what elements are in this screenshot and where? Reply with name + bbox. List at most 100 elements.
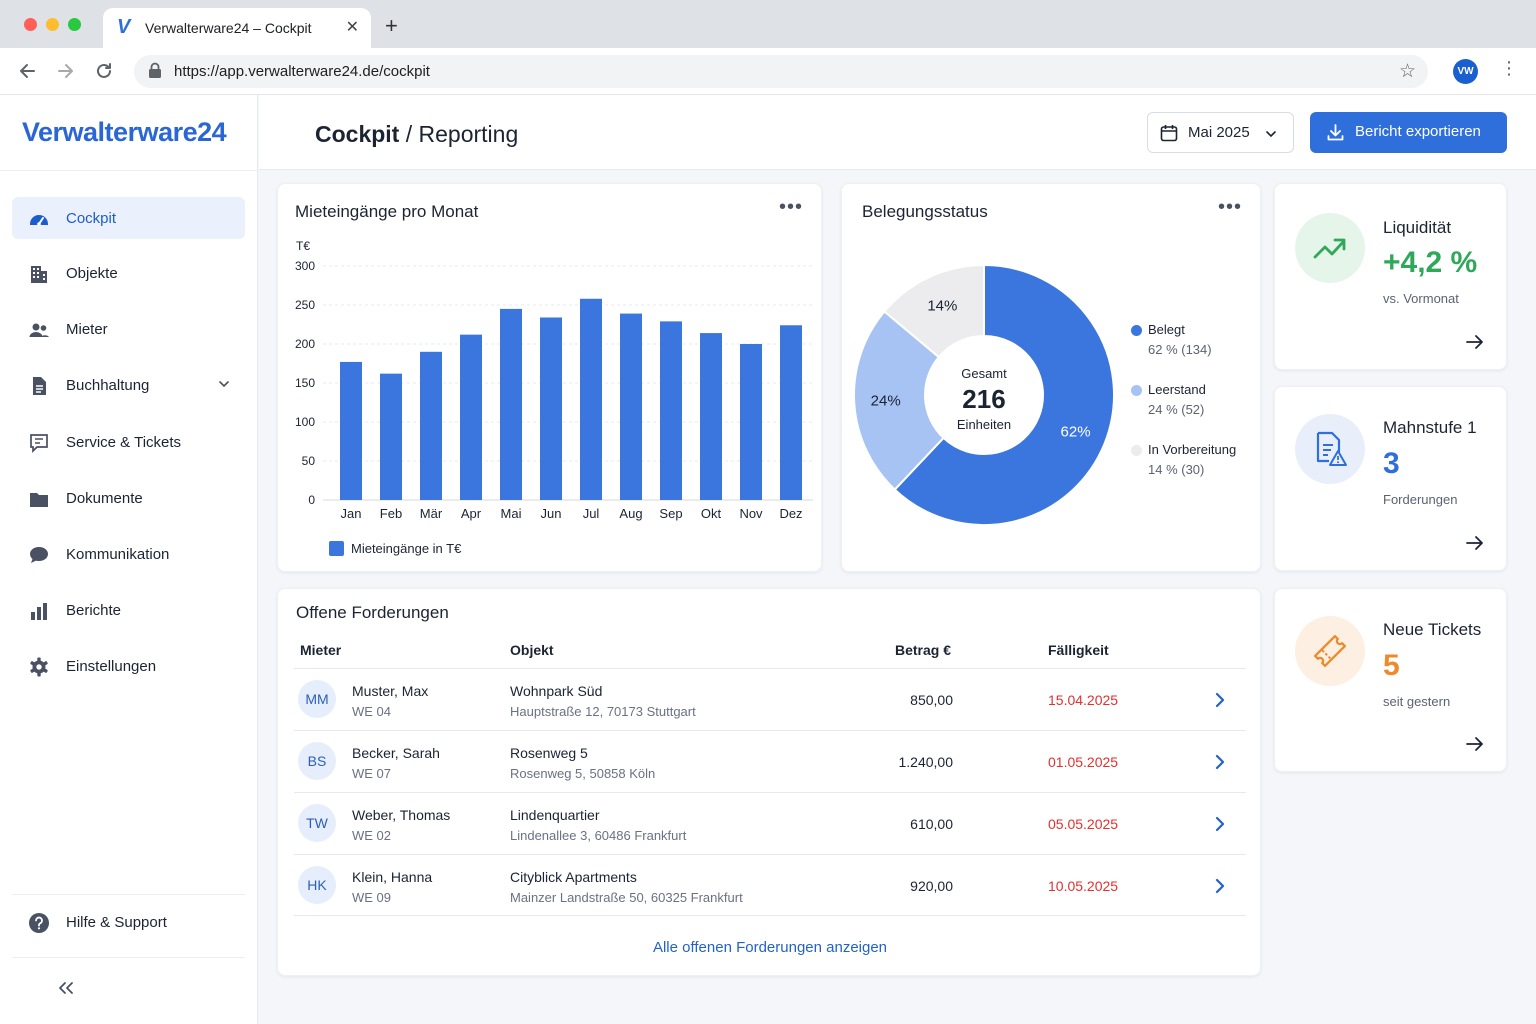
y-tick-label: 300 [295,259,315,273]
profile-avatar[interactable]: VW [1453,59,1478,84]
sidebar-item-berichte[interactable]: Berichte [12,589,245,631]
arrow-right-icon[interactable] [1464,733,1486,755]
arrow-right-icon[interactable] [1464,532,1486,554]
tenant-avatar: HK [298,866,336,904]
double-chevron-left-icon[interactable] [56,980,76,996]
bar-Jun[interactable] [540,317,562,500]
table-row[interactable]: BS Becker, Sarah WE 07 Rosenweg 5 Rosenw… [294,730,1246,792]
more-options-icon[interactable]: ••• [1217,196,1242,218]
bar-Aug[interactable] [620,313,642,500]
document-icon [33,377,46,395]
donut-slice-label: 14% [927,298,957,315]
bookmark-star-icon[interactable]: ☆ [1398,61,1416,82]
sidebar-item-hilfe-support[interactable]: Hilfe & Support [12,901,245,943]
y-tick-label: 250 [295,298,315,312]
column-header-amount[interactable]: Betrag € [894,642,951,658]
export-report-button[interactable]: Bericht exportieren [1310,112,1507,153]
tenant-name: Klein, Hanna [352,869,433,885]
donut-slice-in-vorbereitung[interactable] [883,263,985,359]
chevron-right-icon[interactable] [1212,752,1228,772]
sidebar-item-label: Berichte [66,602,122,619]
column-header-tenant[interactable]: Mieter [300,642,342,658]
window-maximize-button[interactable] [68,18,81,31]
url-field[interactable]: https://app.verwalterware24.de/cockpit ☆ [134,55,1428,88]
legend-swatch [329,541,344,556]
more-options-icon[interactable]: ••• [778,196,803,218]
window-minimize-button[interactable] [46,18,59,31]
kpi-subtitle: seit gestern [1383,694,1451,709]
sidebar-item-cockpit[interactable]: Cockpit [12,197,245,239]
bar-Feb[interactable] [380,373,402,500]
x-tick-label: Mai [501,506,522,521]
bar-Jul[interactable] [580,298,602,500]
kpi-value: +4,2 % [1383,246,1478,279]
x-tick-label: Jun [541,506,562,521]
arrow-right-icon[interactable] [1464,331,1486,353]
x-tick-label: Okt [701,506,722,521]
browser-tab[interactable]: V Verwalterware24 – Cockpit ✕ [103,8,371,48]
sidebar-item-dokumente[interactable]: Dokumente [12,477,245,519]
claim-due-date: 10.05.2025 [1048,878,1119,894]
forward-icon[interactable] [55,61,75,81]
chevron-right-icon[interactable] [1212,690,1228,710]
sidebar-item-einstellungen[interactable]: Einstellungen [12,645,245,687]
bar-Dez[interactable] [780,325,802,500]
browser-menu-icon[interactable]: ⋮ [1500,58,1518,78]
tab-close-icon[interactable]: ✕ [345,19,359,36]
bar-Sep[interactable] [660,321,682,500]
page-header: Cockpit / Reporting Mai 2025 Bericht exp… [259,95,1536,170]
x-tick-label: Aug [619,506,642,521]
table-row[interactable]: MM Muster, Max WE 04 Wohnpark Süd Haupts… [294,668,1246,730]
y-tick-label: 50 [302,454,316,468]
y-tick-label: 100 [295,415,315,429]
object-name: Wohnpark Süd [510,683,603,699]
sidebar-item-mieter[interactable]: Mieter [12,308,245,350]
donut-slice-belegt[interactable] [893,263,1115,526]
bar-Apr[interactable] [460,334,482,500]
new-tab-button[interactable]: + [385,13,398,38]
kpi-card-mahnstufe[interactable]: Mahnstufe 1 3 Forderungen [1274,386,1507,571]
chevron-right-icon[interactable] [1212,876,1228,896]
sidebar-item-kommunikation[interactable]: Kommunikation [12,533,245,575]
app-logo[interactable]: Verwalterware24 [22,117,227,147]
sidebar-item-service-tickets[interactable]: Service & Tickets [12,421,245,463]
back-icon[interactable] [18,61,38,81]
reload-icon[interactable] [94,61,114,81]
lock-icon [149,62,161,78]
month-select[interactable]: Mai 2025 [1147,112,1294,153]
chevron-down-icon[interactable] [217,377,231,391]
column-header-object[interactable]: Objekt [510,642,554,658]
chevron-right-icon[interactable] [1212,814,1228,834]
bar-Okt[interactable] [700,333,722,500]
y-tick-label: 200 [295,337,315,351]
kpi-subtitle: Forderungen [1383,492,1458,507]
page-title: Cockpit / Reporting [315,121,518,148]
sidebar-item-objekte[interactable]: Objekte [12,252,245,294]
bar-Mai[interactable] [500,308,522,500]
show-all-claims-link[interactable]: Alle offenen Forderungen anzeigen [652,939,888,956]
table-row[interactable]: TW Weber, Thomas WE 02 Lindenquartier Li… [294,792,1246,854]
column-header-due[interactable]: Fälligkeit [1048,642,1109,658]
kpi-card-neue-tickets[interactable]: Neue Tickets 5 seit gestern [1274,588,1507,772]
building-icon [31,266,47,283]
breadcrumb-separator: / [405,121,413,147]
month-select-value: Mai 2025 [1188,124,1250,141]
x-tick-label: Feb [380,506,402,521]
legend-dot [1131,445,1142,456]
tenant-avatar: TW [298,804,336,842]
bar-Mär[interactable] [420,351,442,500]
bar-Nov[interactable] [740,344,762,500]
window-close-button[interactable] [24,18,37,31]
object-address: Lindenallee 3, 60486 Frankfurt [510,828,687,843]
rent-bar-chart: T€ 0 50 100 150 200 250 300 Jan Feb Mär Apr Mai Jun Ju… [295,239,813,521]
rent-chart-title: Mieteingänge pro Monat [295,202,479,221]
kpi-card-liquiditaet[interactable]: Liquidität +4,2 % vs. Vormonat [1274,183,1507,370]
url-text: https://app.verwalterware24.de/cockpit [174,63,430,80]
table-row[interactable]: HK Klein, Hanna WE 09 Cityblick Apartmen… [294,854,1246,916]
object-name: Cityblick Apartments [510,869,637,885]
legend-name: In Vorbereitung [1148,442,1237,457]
sidebar-item-label: Mieter [66,321,108,338]
bar-Jan[interactable] [340,361,362,500]
donut-slice-leerstand[interactable] [853,310,945,491]
sidebar-item-buchhaltung[interactable]: Buchhaltung [12,364,245,406]
